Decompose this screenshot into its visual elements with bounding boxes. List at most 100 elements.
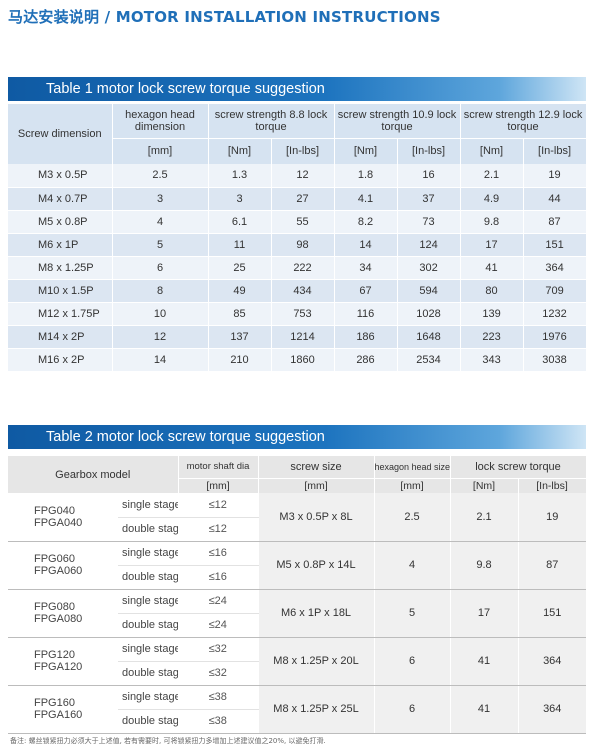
unit-cell: [In-lbs] bbox=[397, 137, 461, 164]
value-cell: 55 bbox=[271, 210, 335, 234]
value-cell: 87 bbox=[523, 210, 587, 234]
value-cell: 364 bbox=[523, 256, 587, 280]
unit-cell: [mm] bbox=[178, 477, 259, 493]
header-strength-10-9: screw strength 10.9 lock torque bbox=[334, 104, 461, 138]
shaft-dia-cell: ≤32 bbox=[178, 637, 258, 662]
value-cell: 186 bbox=[334, 325, 398, 349]
shaft-dia-cell: ≤24 bbox=[178, 589, 258, 614]
value-cell: 124 bbox=[397, 233, 461, 257]
header-strength-8-8: screw strength 8.8 lock torque bbox=[208, 104, 335, 138]
unit-cell: [Nm] bbox=[460, 137, 524, 164]
table-row: M10 x 1.5P 8 49 434 67 594 80 709 bbox=[8, 279, 587, 303]
value-cell: 1648 bbox=[397, 325, 461, 349]
value-cell: 12 bbox=[112, 325, 209, 349]
table1: Screw dimension hexagon head dimension s… bbox=[8, 104, 587, 372]
hexagon-size-cell: 4 bbox=[373, 541, 450, 590]
table-row: M14 x 2P 12 137 1214 186 1648 223 1976 bbox=[8, 325, 587, 349]
screw-dimension-cell: M16 x 2P bbox=[8, 348, 113, 372]
hexagon-size-cell: 5 bbox=[373, 589, 450, 638]
value-cell: 1214 bbox=[271, 325, 335, 349]
single-stage-label: single stage bbox=[118, 493, 178, 518]
gearbox-model-label: FPG080 FPGA080 bbox=[34, 601, 83, 625]
unit-cell: [Nm] bbox=[334, 137, 398, 164]
value-cell: 210 bbox=[208, 348, 272, 372]
single-stage-label: single stage bbox=[118, 685, 178, 710]
value-cell: 73 bbox=[397, 210, 461, 234]
value-cell: 98 bbox=[271, 233, 335, 257]
table-row: double stage≤16 bbox=[8, 565, 586, 590]
header-strength-12-9: screw strength 12.9 lock torque bbox=[460, 104, 587, 138]
value-cell: 223 bbox=[460, 325, 524, 349]
header-hexagon-head: hexagon head dimension bbox=[112, 104, 209, 138]
shaft-dia-cell: ≤24 bbox=[178, 613, 258, 638]
torque-nm-cell: 41 bbox=[449, 637, 518, 686]
double-stage-label: double stage bbox=[118, 661, 178, 686]
table-row: M8 x 1.25P 6 25 222 34 302 41 364 bbox=[8, 256, 587, 280]
value-cell: 5 bbox=[112, 233, 209, 257]
value-cell: 12 bbox=[271, 164, 335, 188]
value-cell: 85 bbox=[208, 302, 272, 326]
screw-dimension-cell: M14 x 2P bbox=[8, 325, 113, 349]
screw-size-cell: M3 x 0.5P x 8L bbox=[257, 493, 374, 542]
gearbox-model-cell: FPG120 FPGA120 bbox=[8, 637, 118, 686]
header-lock-torque: lock screw torque bbox=[450, 456, 587, 478]
double-stage-label: double stage bbox=[118, 565, 178, 590]
gearbox-model-cell: FPG080 FPGA080 bbox=[8, 589, 118, 638]
value-cell: 44 bbox=[523, 187, 587, 211]
table-row: M6 x 1P 5 11 98 14 124 17 151 bbox=[8, 233, 587, 257]
double-stage-label: double stage bbox=[118, 517, 178, 542]
shaft-dia-cell: ≤38 bbox=[178, 685, 258, 710]
value-cell: 27 bbox=[271, 187, 335, 211]
screw-size-cell: M6 x 1P x 18L bbox=[257, 589, 374, 638]
hexagon-size-cell: 6 bbox=[373, 637, 450, 686]
unit-cell: [In-lbs] bbox=[271, 137, 335, 164]
header-screw-size: screw size bbox=[258, 456, 375, 478]
header-screw-dimension: Screw dimension bbox=[8, 104, 113, 164]
gearbox-model-label: FPG040 FPGA040 bbox=[34, 504, 83, 529]
unit-cell: [mm] bbox=[258, 477, 375, 493]
value-cell: 139 bbox=[460, 302, 524, 326]
value-cell: 14 bbox=[112, 348, 209, 372]
torque-inlbs-cell: 364 bbox=[517, 637, 586, 686]
value-cell: 594 bbox=[397, 279, 461, 303]
value-cell: 753 bbox=[271, 302, 335, 326]
table-row: FPG160 FPGA160 single stage ≤38 M8 x 1.25P … bbox=[8, 685, 586, 734]
table-row: FPG120 FPGA120 single stage ≤32 M8 x 1.25P … bbox=[8, 637, 586, 686]
unit-cell: [mm] bbox=[374, 477, 451, 493]
unit-cell: [In-lbs] bbox=[523, 137, 587, 164]
value-cell: 37 bbox=[397, 187, 461, 211]
value-cell: 67 bbox=[334, 279, 398, 303]
shaft-dia-cell: ≤16 bbox=[178, 565, 258, 590]
value-cell: 1.8 bbox=[334, 164, 398, 188]
unit-cell: [Nm] bbox=[208, 137, 272, 164]
value-cell: 6.1 bbox=[208, 210, 272, 234]
unit-cell: [Nm] bbox=[450, 477, 519, 493]
gearbox-model-cell: FPG160 FPGA160 bbox=[8, 685, 118, 734]
shaft-dia-cell: ≤12 bbox=[178, 517, 258, 542]
table-row: double stage≤24 bbox=[8, 613, 586, 638]
screw-dimension-cell: M5 x 0.8P bbox=[8, 210, 113, 234]
value-cell: 80 bbox=[460, 279, 524, 303]
header-hexagon-head-size: hexagon head size bbox=[374, 456, 451, 478]
gearbox-model-cell: FPG060 FPGA060 bbox=[8, 541, 118, 590]
value-cell: 2.1 bbox=[460, 164, 524, 188]
gearbox-model-label: FPG060 FPGA060 bbox=[34, 553, 83, 577]
value-cell: 1.3 bbox=[208, 164, 272, 188]
value-cell: 434 bbox=[271, 279, 335, 303]
table-row: M3 x 0.5P 2.5 1.3 12 1.8 16 2.1 19 bbox=[8, 164, 587, 188]
value-cell: 222 bbox=[271, 256, 335, 280]
screw-dimension-cell: M8 x 1.25P bbox=[8, 256, 113, 280]
value-cell: 17 bbox=[460, 233, 524, 257]
shaft-dia-cell: ≤12 bbox=[178, 493, 258, 518]
screw-size-cell: M5 x 0.8P x 14L bbox=[257, 541, 374, 590]
table-row: M16 x 2P 14 210 1860 286 2534 343 3038 bbox=[8, 348, 587, 372]
table-row: FPG080 FPGA080 single stage ≤24 M6 x 1P x 1… bbox=[8, 589, 586, 638]
torque-inlbs-cell: 19 bbox=[517, 493, 586, 542]
gearbox-model-cell: FPG040 FPGA040 bbox=[8, 493, 118, 542]
gearbox-model-label: FPG120 FPGA120 bbox=[34, 649, 83, 673]
value-cell: 2.5 bbox=[112, 164, 209, 188]
value-cell: 14 bbox=[334, 233, 398, 257]
torque-nm-cell: 17 bbox=[449, 589, 518, 638]
double-stage-label: double stage bbox=[118, 709, 178, 734]
value-cell: 151 bbox=[523, 233, 587, 257]
